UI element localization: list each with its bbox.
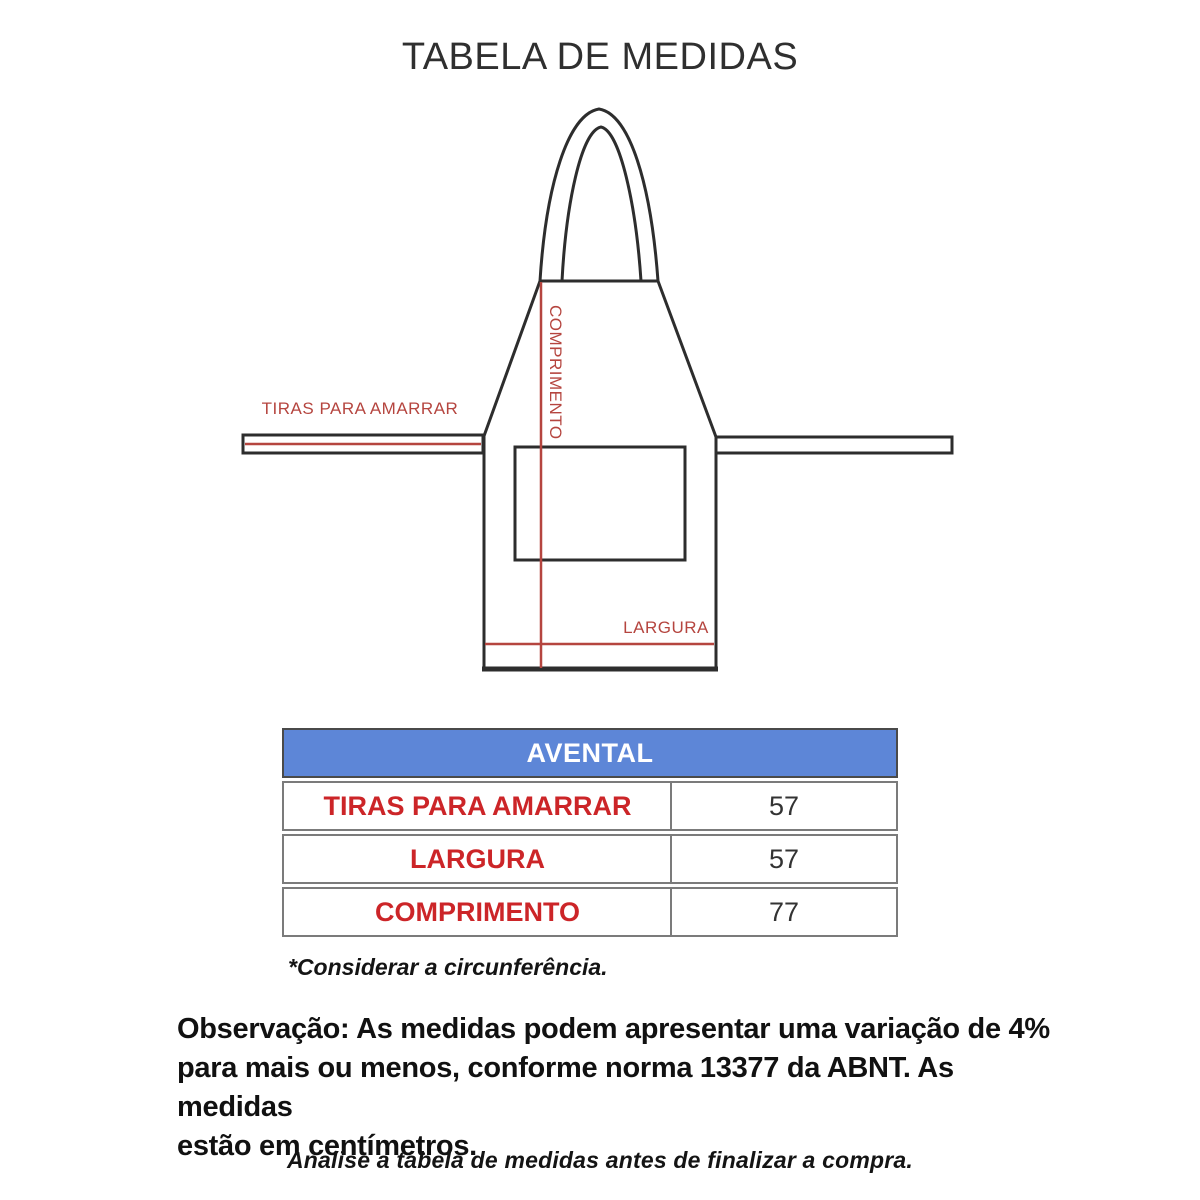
row-value: 57 <box>670 834 898 884</box>
table-row: TIRAS PARA AMARRAR 57 <box>282 781 898 831</box>
label-length: COMPRIMENTO <box>546 305 565 440</box>
table-row: COMPRIMENTO 77 <box>282 887 898 937</box>
label-ties: TIRAS PARA AMARRAR <box>262 399 459 418</box>
row-label: LARGURA <box>282 834 673 884</box>
table-row: LARGURA 57 <box>282 834 898 884</box>
note-observation: Observação: As medidas podem apresentar … <box>177 1013 1050 1162</box>
label-width: LARGURA <box>623 618 709 637</box>
neck-strap-outer <box>538 107 660 282</box>
left-tie <box>241 433 485 455</box>
row-value: 77 <box>670 887 898 937</box>
apron-diagram: TIRAS PARA AMARRAR COMPRIMENTO LARGURA <box>241 107 954 672</box>
table-header: AVENTAL <box>282 728 898 778</box>
right-tie <box>714 435 954 455</box>
neck-strap-inner <box>560 125 643 282</box>
note-circumference: *Considerar a circunferência. <box>288 954 608 980</box>
apron-body <box>482 279 718 670</box>
row-value: 57 <box>670 781 898 831</box>
pocket <box>513 445 687 562</box>
row-label: COMPRIMENTO <box>282 887 673 937</box>
size-table: AVENTAL TIRAS PARA AMARRAR 57 LARGURA 57… <box>282 728 898 937</box>
page-title: TABELA DE MEDIDAS <box>401 36 799 78</box>
note-final: Analise a tabela de medidas antes de fin… <box>286 1147 914 1173</box>
row-label: TIRAS PARA AMARRAR <box>282 781 673 831</box>
